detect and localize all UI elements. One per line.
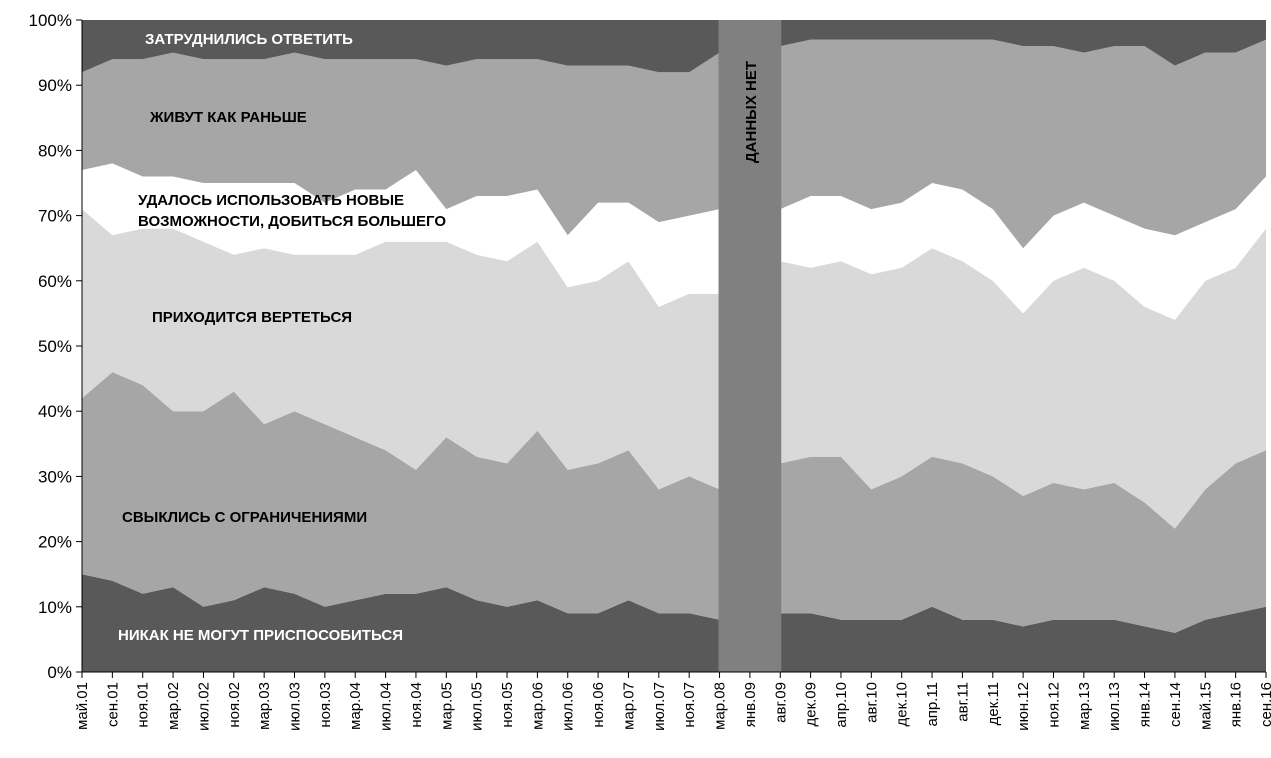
- x-tick-label: ноя.07: [681, 682, 698, 728]
- y-tick-label: 10%: [38, 598, 72, 617]
- x-tick-label: апр.11: [924, 682, 941, 727]
- no-data-rect: [718, 20, 782, 672]
- series-label-1: НИКАК НЕ МОГУТ ПРИСПОСОБИТЬСЯ: [118, 627, 403, 644]
- x-tick-label: июл.02: [195, 682, 212, 731]
- x-tick-label: мар.08: [712, 682, 729, 730]
- x-tick-label: мар.04: [347, 682, 364, 730]
- x-tick-label: июн.12: [1015, 682, 1032, 731]
- x-tick-label: авг.10: [863, 682, 880, 723]
- series-label-5: ЖИВУТ КАК РАНЬШЕ: [149, 109, 307, 126]
- x-tick-label: ноя.12: [1045, 682, 1062, 728]
- series-label-2: СВЫКЛИСЬ С ОГРАНИЧЕНИЯМИ: [122, 509, 367, 526]
- x-tick-label: мар.05: [438, 682, 455, 730]
- y-tick-label: 0%: [47, 663, 72, 682]
- x-tick-label: дек.10: [894, 682, 911, 727]
- area-4-segment-1: [82, 163, 720, 307]
- area-1-segment-2: [780, 606, 1266, 672]
- x-tick-label: июл.04: [378, 682, 395, 731]
- x-tick-label: июл.03: [287, 682, 304, 731]
- x-tick-label: ноя.06: [590, 682, 607, 728]
- y-tick-label: 100%: [29, 11, 72, 30]
- area-6-segment-1: [82, 20, 720, 73]
- area-3-segment-2: [780, 228, 1266, 529]
- x-tick-label: ноя.02: [226, 682, 243, 728]
- y-tick-label: 30%: [38, 467, 72, 486]
- x-tick-label: ноя.03: [317, 682, 334, 728]
- series-label-3: ПРИХОДИТСЯ ВЕРТЕТЬСЯ: [152, 309, 352, 326]
- x-tick-label: май.01: [74, 682, 91, 730]
- x-tick-label: май.15: [1197, 682, 1214, 730]
- y-tick-label: 90%: [38, 76, 72, 95]
- area-5-segment-2: [780, 39, 1266, 249]
- x-tick-label: дек.09: [803, 682, 820, 727]
- area-1-segment-1: [82, 574, 720, 672]
- series-label-6: ЗАТРУДНИЛИСЬ ОТВЕТИТЬ: [145, 31, 353, 48]
- y-tick-label: 70%: [38, 207, 72, 226]
- x-tick-label: апр.10: [833, 682, 850, 728]
- x-tick-label: мар.03: [256, 682, 273, 730]
- y-tick-label: 40%: [38, 402, 72, 421]
- x-tick-label: сен.16: [1258, 682, 1271, 727]
- x-tick-label: ноя.04: [408, 682, 425, 728]
- y-tick-label: 80%: [38, 141, 72, 160]
- x-tick-label: мар.07: [620, 682, 637, 730]
- x-tick-label: янв.14: [1137, 682, 1154, 727]
- x-tick-label: ноя.05: [499, 682, 516, 728]
- series-labels: НИКАК НЕ МОГУТ ПРИСПОСОБИТЬСЯ СВЫКЛИСЬ С …: [118, 31, 446, 644]
- area-5-segment-1: [82, 52, 720, 236]
- y-tick-label: 60%: [38, 272, 72, 291]
- x-tick-label: мар.02: [165, 682, 182, 730]
- y-tick-label: 20%: [38, 533, 72, 552]
- x-tick-label: авг.09: [772, 682, 789, 723]
- area-2-segment-2: [780, 450, 1266, 633]
- x-tick-label: сен.01: [104, 682, 121, 727]
- x-tick-label: июл.13: [1106, 682, 1123, 731]
- x-tick-label: июл.05: [469, 682, 486, 731]
- x-axis: май.01 сен.01 ноя.01 мар.02 июл.02 ноя.02 мар.…: [74, 671, 1271, 731]
- no-data-label: ДАННЫХ НЕТ: [743, 61, 760, 163]
- x-tick-label: ноя.01: [135, 682, 152, 728]
- y-tick-label: 50%: [38, 337, 72, 356]
- area-3-segment-1: [82, 209, 720, 490]
- series-label-4: УДАЛОСЬ ИСПОЛЬЗОВАТЬ НОВЫЕ ВОЗМОЖНОСТИ, Д…: [138, 192, 446, 230]
- area-2-segment-1: [82, 372, 720, 620]
- x-tick-label: дек.11: [985, 682, 1002, 725]
- x-tick-label: янв.16: [1228, 682, 1245, 727]
- area-4-segment-2: [780, 176, 1266, 320]
- x-tick-label: янв.09: [742, 682, 759, 727]
- area-layers: [82, 20, 1266, 672]
- x-tick-label: июл.07: [651, 682, 668, 731]
- x-tick-label: авг.11: [954, 682, 971, 722]
- y-axis: 0% 10% 20% 30% 40% 50% 60% 70% 80% 90% 100%: [29, 11, 83, 682]
- x-tick-label: мар.13: [1076, 682, 1093, 730]
- area-6-segment-2: [780, 20, 1266, 66]
- x-tick-label: сен.14: [1167, 682, 1184, 727]
- x-tick-label: мар.06: [529, 682, 546, 730]
- no-data-band: ДАННЫХ НЕТ: [718, 20, 782, 672]
- x-tick-label: июл.06: [560, 682, 577, 731]
